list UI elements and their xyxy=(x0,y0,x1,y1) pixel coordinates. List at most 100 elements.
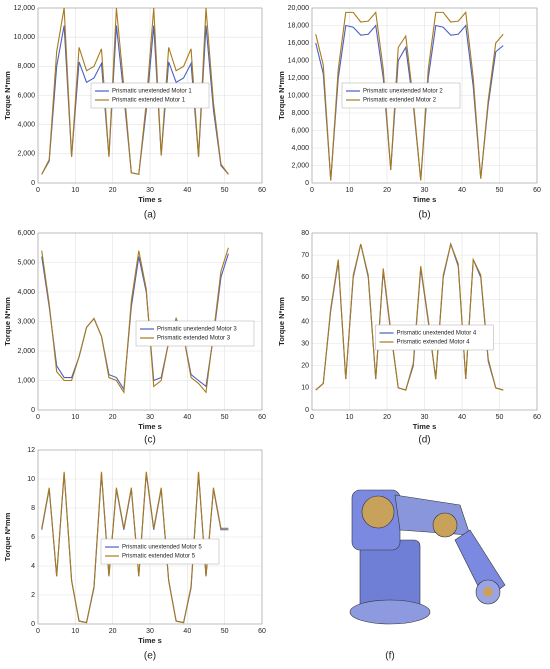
x-tick-label: 0 xyxy=(310,414,314,421)
y-tick-label: 10,000 xyxy=(14,34,36,41)
legend-box xyxy=(375,324,494,351)
y-tick-label: 0 xyxy=(305,180,309,187)
y-tick-label: 0 xyxy=(305,407,309,414)
y-tick-label: 80 xyxy=(301,230,309,237)
y-tick-label: 10 xyxy=(301,385,309,392)
legend-box xyxy=(341,82,461,109)
x-tick-label: 10 xyxy=(346,414,354,421)
x-tick-label: 40 xyxy=(458,187,466,194)
legend-label: Prismatic unextended Motor 4 xyxy=(397,331,477,337)
y-axis-label: Torque N*mm xyxy=(277,297,286,346)
y-tick-label: 10 xyxy=(27,476,35,483)
y-tick-label: 0 xyxy=(31,180,35,187)
y-tick-label: 60 xyxy=(301,274,309,281)
y-tick-label: 2,000 xyxy=(291,162,309,169)
plot-frame xyxy=(37,449,263,625)
x-tick-label: 20 xyxy=(109,628,117,635)
y-tick-label: 4 xyxy=(31,563,35,570)
x-tick-label: 0 xyxy=(36,414,40,421)
panel-caption: (f) xyxy=(385,651,394,662)
robot-image xyxy=(349,489,506,625)
x-tick-label: 20 xyxy=(383,187,391,194)
x-tick-label: 20 xyxy=(109,187,117,194)
y-tick-label: 4,000 xyxy=(17,289,35,296)
y-tick-label: 6,000 xyxy=(17,230,35,237)
x-axis-label: Time s xyxy=(138,422,162,431)
y-tick-label: 5,000 xyxy=(17,259,35,266)
line-series xyxy=(315,242,504,391)
y-tick-label: 50 xyxy=(301,296,309,303)
legend-box xyxy=(90,82,210,109)
x-axis-label: Time s xyxy=(413,422,437,431)
legend: Prismatic unextended Motor 1 Prismatic ex… xyxy=(90,82,210,109)
x-tick-label: 40 xyxy=(183,628,191,635)
line-series xyxy=(41,471,229,624)
y-tick-label: 6,000 xyxy=(291,127,309,134)
legend-label: Prismatic unextended Motor 2 xyxy=(363,89,443,95)
y-tick-label: 12,000 xyxy=(288,75,310,82)
y-tick-label: 8,000 xyxy=(291,110,309,117)
plot-frame xyxy=(311,232,538,411)
y-tick-label: 0 xyxy=(31,407,35,414)
line-series xyxy=(315,11,504,181)
y-tick-label: 12,000 xyxy=(14,5,36,12)
y-tick-label: 4,000 xyxy=(17,122,35,129)
x-axis-label: Time s xyxy=(413,195,437,204)
y-tick-label: 20,000 xyxy=(288,5,310,12)
x-tick-label: 60 xyxy=(533,414,541,421)
legend-label: Prismatic unextended Motor 1 xyxy=(112,89,192,95)
legend: Prismatic unextended Motor 5 Prismatic ex… xyxy=(100,538,220,565)
x-tick-label: 50 xyxy=(221,414,229,421)
panel-caption: (b) xyxy=(418,210,430,221)
line-series xyxy=(315,242,504,391)
x-tick-label: 60 xyxy=(533,187,541,194)
y-tick-label: 4,000 xyxy=(291,145,309,152)
legend-label: Prismatic unextended Motor 3 xyxy=(157,327,237,333)
line-series xyxy=(41,7,229,175)
y-tick-label: 6 xyxy=(31,534,35,541)
x-tick-label: 30 xyxy=(146,414,154,421)
y-tick-label: 1,000 xyxy=(17,377,35,384)
legend-label: Prismatic unextended Motor 5 xyxy=(122,545,202,551)
y-axis-label: Torque N*mm xyxy=(277,71,286,120)
y-tick-label: 16,000 xyxy=(288,40,310,47)
x-tick-label: 0 xyxy=(310,187,314,194)
y-tick-label: 8 xyxy=(31,505,35,512)
y-tick-label: 6,000 xyxy=(17,92,35,99)
y-tick-label: 20 xyxy=(301,363,309,370)
legend: Prismatic unextended Motor 3 Prismatic ex… xyxy=(135,320,255,347)
y-tick-label: 18,000 xyxy=(288,22,310,29)
x-tick-label: 30 xyxy=(421,414,429,421)
x-axis-label: Time s xyxy=(138,636,162,645)
legend-label: Prismatic extended Motor 2 xyxy=(363,98,437,104)
y-tick-label: 8,000 xyxy=(17,63,35,70)
x-tick-label: 10 xyxy=(71,187,79,194)
legend: Prismatic unextended Motor 4 Prismatic ex… xyxy=(375,324,494,351)
x-tick-label: 0 xyxy=(36,628,40,635)
x-tick-label: 30 xyxy=(146,628,154,635)
x-tick-label: 60 xyxy=(258,414,266,421)
legend-box xyxy=(135,320,255,347)
x-tick-label: 60 xyxy=(258,628,266,635)
x-tick-label: 40 xyxy=(183,414,191,421)
line-series xyxy=(41,253,229,392)
x-tick-label: 50 xyxy=(496,187,504,194)
legend-box xyxy=(100,538,220,565)
y-tick-label: 30 xyxy=(301,340,309,347)
y-tick-label: 2 xyxy=(31,592,35,599)
x-tick-label: 10 xyxy=(346,187,354,194)
panel-caption: (e) xyxy=(144,651,156,662)
y-tick-label: 12 xyxy=(27,447,35,454)
legend-label: Prismatic extended Motor 5 xyxy=(122,554,196,560)
y-tick-label: 40 xyxy=(301,318,309,325)
y-tick-label: 0 xyxy=(31,621,35,628)
x-tick-label: 50 xyxy=(221,187,229,194)
plot-frame xyxy=(37,232,263,411)
panel-caption: (a) xyxy=(144,210,156,221)
x-tick-label: 50 xyxy=(221,628,229,635)
line-series xyxy=(315,24,504,181)
x-tick-label: 10 xyxy=(71,414,79,421)
legend-label: Prismatic extended Motor 1 xyxy=(112,98,186,104)
